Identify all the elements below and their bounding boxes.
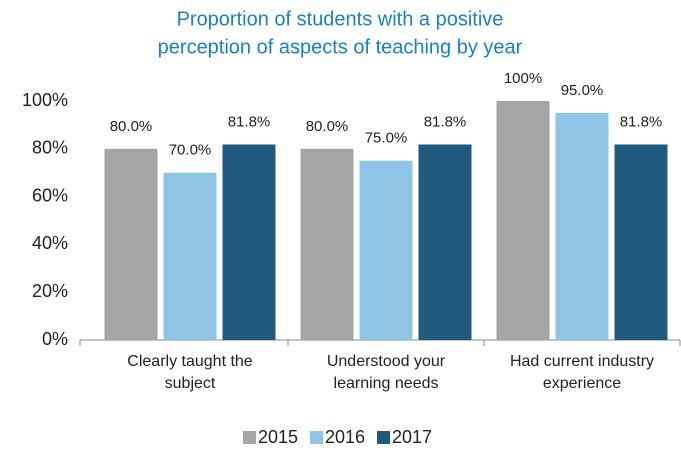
chart-title: Proportion of students with a positive bbox=[177, 8, 504, 30]
chart-title: perception of aspects of teaching by yea… bbox=[158, 36, 523, 58]
x-tick-label: experience bbox=[543, 375, 621, 392]
data-label: 80.0% bbox=[110, 118, 153, 135]
data-label: 75.0% bbox=[365, 130, 408, 147]
data-label: 100% bbox=[504, 70, 542, 87]
data-label: 81.8% bbox=[620, 113, 663, 130]
data-label: 81.8% bbox=[424, 113, 467, 130]
bar bbox=[496, 101, 550, 340]
legend-swatch bbox=[243, 431, 256, 444]
x-tick-label: subject bbox=[165, 375, 216, 392]
x-tick-label: Had current industry bbox=[510, 353, 654, 370]
y-tick-label: 100% bbox=[22, 90, 68, 110]
legend-label: 2015 bbox=[258, 427, 298, 447]
y-tick-label: 0% bbox=[42, 329, 68, 349]
y-tick-label: 60% bbox=[32, 185, 68, 205]
bar bbox=[418, 144, 472, 340]
x-tick-label: learning needs bbox=[334, 375, 439, 392]
y-tick-label: 40% bbox=[32, 233, 68, 253]
bar bbox=[222, 144, 276, 340]
bar bbox=[163, 172, 217, 340]
data-label: 81.8% bbox=[228, 113, 271, 130]
x-tick-label: Clearly taught the bbox=[127, 353, 253, 370]
y-tick-label: 80% bbox=[32, 138, 68, 158]
bar bbox=[104, 148, 158, 340]
data-label: 80.0% bbox=[306, 118, 349, 135]
data-label: 95.0% bbox=[561, 82, 604, 99]
legend-swatch bbox=[310, 431, 323, 444]
bar bbox=[614, 144, 668, 340]
y-tick-label: 20% bbox=[32, 281, 68, 301]
data-label: 70.0% bbox=[169, 142, 212, 159]
bar bbox=[300, 148, 354, 340]
legend-swatch bbox=[377, 431, 390, 444]
legend-label: 2017 bbox=[392, 427, 432, 447]
bar bbox=[359, 160, 413, 340]
x-tick-label: Understood your bbox=[327, 353, 446, 370]
legend-label: 2016 bbox=[325, 427, 365, 447]
bar bbox=[555, 112, 609, 340]
